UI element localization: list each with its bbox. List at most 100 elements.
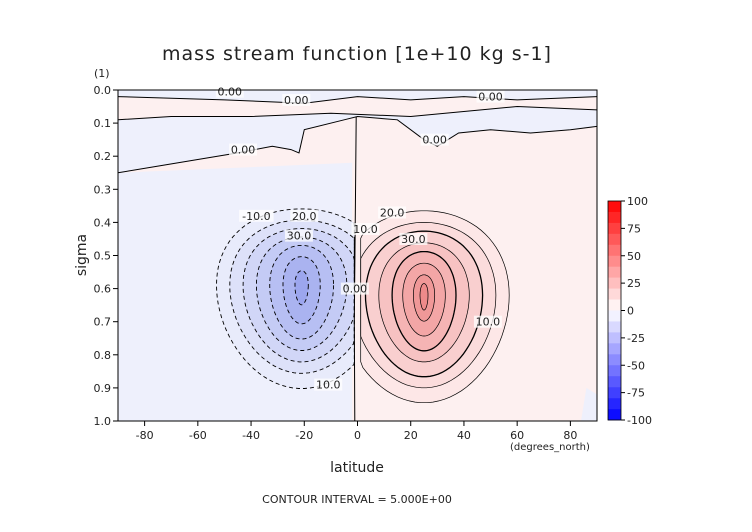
colorbar-segment-9 (608, 299, 621, 311)
contour-label-bg-3 (229, 143, 258, 156)
colorbar-tick-label-7: -75 (627, 387, 645, 400)
positive-contour-1 (360, 222, 497, 389)
colorbar: 100 75 50 25 0 -25 -50 -75 -100 (607, 195, 652, 427)
tint-corner (581, 387, 597, 421)
negative-contour-4 (269, 244, 335, 340)
positive-contour-4 (391, 250, 457, 352)
contour-label-bg-12 (473, 315, 502, 328)
colorbar-segment-10 (608, 310, 621, 322)
positive-contour-5 (402, 262, 446, 337)
contour-label-bg-10 (378, 206, 407, 219)
colorbar-segment-19 (608, 409, 621, 421)
contour-label-bg-13 (314, 378, 343, 391)
contour-label-7: 30.0 (287, 230, 312, 243)
contour-label-11: 30.0 (401, 233, 426, 246)
y-tick-label-1: 0.1 (94, 117, 112, 130)
zero-contour-1 (118, 96, 597, 104)
zero-contour-2 (353, 116, 357, 421)
contour-label-bg-0 (215, 85, 244, 98)
x-unit-label: (degrees_north) (510, 442, 590, 453)
colorbar-segment-16 (608, 376, 621, 388)
y-tick-label-5: 0.5 (94, 250, 112, 263)
negative-fill-6 (295, 270, 309, 305)
contour-lines (118, 96, 597, 421)
colorbar-segment-3 (608, 233, 621, 246)
positive-contour-2 (364, 230, 484, 378)
contour-label-1: 0.00 (284, 94, 309, 107)
contour-label-bg-2 (476, 90, 505, 103)
colorbar-segment-4 (608, 244, 621, 257)
x-tick-label-4: 0 (354, 429, 361, 442)
contour-label-8: 0.00 (343, 283, 368, 296)
colorbar-segment-13 (608, 343, 621, 355)
y-unit-label: (1) (94, 67, 110, 80)
x-tick-label-7: 60 (510, 429, 524, 442)
negative-contour-5 (282, 256, 321, 325)
x-tick-label-6: 40 (457, 429, 471, 442)
contour-label-bg-6 (290, 209, 319, 222)
x-tick-label-0: -80 (136, 429, 154, 442)
colorbar-segment-0 (608, 201, 621, 213)
colorbar-segment-1 (608, 211, 621, 224)
y-tick-label-6: 0.6 (94, 283, 112, 296)
x-tick-label-1: -60 (189, 429, 207, 442)
contour-label-bg-8 (340, 282, 369, 295)
x-axis-label: latitude (330, 460, 384, 476)
contour-label-bg-11 (399, 232, 428, 245)
chart-title: mass stream function [1e+10 kg s-1] (162, 43, 552, 65)
y-tick-label-2: 0.2 (94, 150, 112, 163)
contour-fills (118, 90, 597, 421)
colorbar-segment-17 (608, 387, 621, 399)
contour-label-5: -10.0 (242, 210, 270, 223)
negative-contour-2 (242, 228, 355, 363)
colorbar-tick-label-3: 25 (627, 277, 641, 290)
contour-label-3: 0.00 (231, 144, 256, 157)
contour-label-2: 0.00 (478, 91, 503, 104)
y-tick-label-10: 1.0 (94, 415, 112, 428)
colorbar-tick-label-2: 50 (627, 250, 641, 263)
positive-contour-3 (378, 242, 470, 363)
contour-label-13: 10.0 (316, 379, 341, 392)
contour-label-10: 20.0 (380, 206, 405, 219)
contour-label-bg-4 (420, 133, 449, 146)
positive-fill-7 (420, 283, 428, 310)
positive-contour-7 (419, 283, 429, 311)
colorbar-segment-7 (608, 277, 621, 289)
contour-label-9: 10.0 (353, 223, 378, 236)
colorbar-segment-8 (608, 288, 621, 300)
colorbar-segment-14 (608, 354, 621, 366)
negative-contour-1 (229, 219, 355, 374)
y-axis: 0.0 0.1 0.2 0.3 0.4 0.5 0.6 0.7 0.8 0.9 1.0 (94, 84, 118, 428)
colorbar-tick-label-1: 75 (627, 222, 641, 235)
colorbar-tick-label-4: 0 (627, 305, 634, 318)
contour-label-bg-7 (284, 229, 313, 242)
x-tick-label-2: -40 (242, 429, 260, 442)
negative-contour-0 (216, 208, 355, 389)
y-tick-label-4: 0.4 (94, 216, 112, 229)
contour-label-6: 20.0 (292, 210, 317, 223)
x-tick-label-5: 20 (404, 429, 418, 442)
colorbar-segment-6 (608, 266, 621, 278)
positive-contour-6 (413, 274, 436, 322)
y-tick-label-7: 0.7 (94, 316, 112, 329)
contour-label-0: 0.00 (218, 86, 243, 99)
y-tick-label-8: 0.8 (94, 349, 112, 362)
y-tick-label-3: 0.3 (94, 183, 112, 196)
x-tick-label-3: -20 (295, 429, 313, 442)
negative-contour-6 (294, 270, 309, 306)
colorbar-segment-5 (608, 255, 621, 267)
colorbar-segment-15 (608, 365, 621, 377)
contour-labels: 0.00 0.00 0.00 0.00 0.00 -10.0 20.0 30.0 0.00 10.… (215, 85, 505, 392)
colorbar-segment-11 (608, 321, 621, 333)
colorbar-segment-2 (608, 222, 621, 235)
y-tick-label-0: 0.0 (94, 84, 112, 97)
colorbar-tick-label-5: -25 (627, 332, 645, 345)
contour-label-bg-5 (239, 209, 274, 222)
zero-contour-3 (118, 105, 597, 121)
y-tick-label-9: 0.9 (94, 382, 112, 395)
contour-interval-footer: CONTOUR INTERVAL = 5.000E+00 (262, 493, 452, 506)
y-axis-label: sigma (74, 234, 90, 276)
colorbar-tick-label-0: 100 (627, 195, 648, 208)
contour-label-bg-1 (282, 93, 311, 106)
